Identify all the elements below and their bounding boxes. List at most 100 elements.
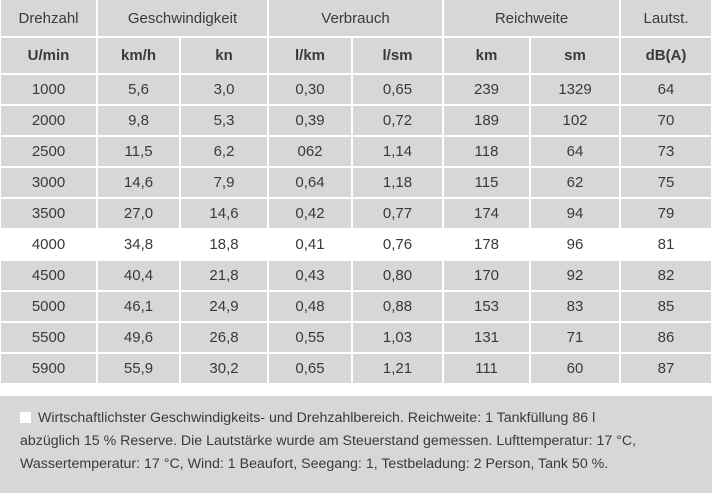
table-cell: 2000 [1, 106, 96, 135]
table-cell: 1,03 [353, 323, 442, 352]
table-cell: 18,8 [209, 236, 239, 253]
table-cell: 75 [621, 168, 711, 197]
table-cell: 81 [657, 236, 675, 253]
table-cell: 6,2 [181, 137, 267, 166]
table-cell: 14,6 [181, 199, 267, 228]
table-cell: 239 [444, 75, 529, 104]
table-cell: 49,6 [98, 323, 179, 352]
group-header: Verbrauch [269, 0, 442, 36]
table-cell: 131 [444, 323, 529, 352]
table-cell: 118 [444, 137, 529, 166]
table-cell: 0,64 [269, 168, 351, 197]
table-cell: 0,65 [353, 75, 442, 104]
table-cell: 34,8 [123, 236, 154, 253]
table-cell: 062 [269, 137, 351, 166]
table-cell: 87 [621, 354, 711, 383]
table-cell: 86 [621, 323, 711, 352]
table-cell: 71 [531, 323, 619, 352]
divider [351, 38, 353, 384]
table-cell: 1,21 [353, 354, 442, 383]
table-cell: 82 [621, 261, 711, 290]
group-header: Drehzahl [1, 0, 96, 36]
table-cell: 0,42 [269, 199, 351, 228]
table-cell: 115 [444, 168, 529, 197]
table-cell: 55,9 [98, 354, 179, 383]
table-cell: 0,41 [295, 236, 325, 253]
table-cell: 27,0 [98, 199, 179, 228]
footnote-text: Wassertemperatur: 17 °C, Wind: 1 Beaufor… [20, 456, 609, 472]
table-cell: 4500 [1, 261, 96, 290]
table-cell: 46,1 [98, 292, 179, 321]
table-cell: 1329 [531, 75, 619, 104]
footnote-line: Wassertemperatur: 17 °C, Wind: 1 Beaufor… [20, 453, 712, 476]
table-cell: 102 [531, 106, 619, 135]
divider [179, 38, 181, 384]
table-cell: 3,0 [181, 75, 267, 104]
unit-header: km [444, 38, 529, 73]
table-cell: 2500 [1, 137, 96, 166]
table-cell: 0,77 [353, 199, 442, 228]
table-cell: 14,6 [98, 168, 179, 197]
table-cell: 0,48 [269, 292, 351, 321]
table-cell: 94 [531, 199, 619, 228]
table-cell: 0,80 [353, 261, 442, 290]
table-cell: 111 [444, 354, 529, 383]
table-cell: 5900 [1, 354, 96, 383]
divider [529, 38, 531, 384]
table-cell: 60 [531, 354, 619, 383]
footnote-text: Wirtschaftlichster Geschwindigkeits- und… [38, 410, 596, 426]
table-cell: 4000 [31, 236, 66, 253]
group-header: Reichweite [444, 0, 619, 36]
table-cell: 70 [621, 106, 711, 135]
unit-header: l/km [269, 38, 351, 73]
table-cell: 174 [444, 199, 529, 228]
table-cell: 170 [444, 261, 529, 290]
table-cell: 83 [531, 292, 619, 321]
footnote-text: abzüglich 15 % Reserve. Die Lautstärke w… [20, 433, 637, 449]
unit-header: km/h [98, 38, 179, 73]
table-cell: 189 [444, 106, 529, 135]
table-cell: 5,6 [98, 75, 179, 104]
table-cell: 96 [566, 236, 584, 253]
table-cell: 0,88 [353, 292, 442, 321]
table-cell: 5,3 [181, 106, 267, 135]
unit-header: sm [531, 38, 619, 73]
table-cell: 1,14 [353, 137, 442, 166]
table-cell: 64 [621, 75, 711, 104]
table-cell: 3000 [1, 168, 96, 197]
table-cell: 0,65 [269, 354, 351, 383]
footnote: Wirtschaftlichster Geschwindigkeits- und… [0, 396, 712, 493]
table-cell: 1000 [1, 75, 96, 104]
unit-header: dB(A) [621, 38, 711, 73]
table-cell: 0,43 [269, 261, 351, 290]
table-cell: 5500 [1, 323, 96, 352]
table-cell: 11,5 [98, 137, 179, 166]
legend-square [20, 412, 31, 423]
table-cell: 40,4 [98, 261, 179, 290]
table-cell: 0,30 [269, 75, 351, 104]
unit-header: l/sm [353, 38, 442, 73]
footnote-line: abzüglich 15 % Reserve. Die Lautstärke w… [20, 430, 712, 453]
table-cell: 73 [621, 137, 711, 166]
table-cell: 85 [621, 292, 711, 321]
table-cell: 62 [531, 168, 619, 197]
table-cell: 92 [531, 261, 619, 290]
table-cell: 9,8 [98, 106, 179, 135]
table-cell: 21,8 [181, 261, 267, 290]
group-header: Lautst. [621, 0, 711, 36]
table-cell: 26,8 [181, 323, 267, 352]
table-cell: 153 [444, 292, 529, 321]
table-cell: 7,9 [181, 168, 267, 197]
unit-header: U/min [1, 38, 96, 73]
group-header: Geschwindigkeit [98, 0, 267, 36]
table-cell: 30,2 [181, 354, 267, 383]
table-cell: 0,39 [269, 106, 351, 135]
table-cell: 1,18 [353, 168, 442, 197]
table-cell: 79 [621, 199, 711, 228]
table-cell: 0,55 [269, 323, 351, 352]
table-cell: 3500 [1, 199, 96, 228]
table-cell: 5000 [1, 292, 96, 321]
table-cell: 0,76 [382, 236, 413, 253]
footnote-line: Wirtschaftlichster Geschwindigkeits- und… [20, 407, 712, 430]
